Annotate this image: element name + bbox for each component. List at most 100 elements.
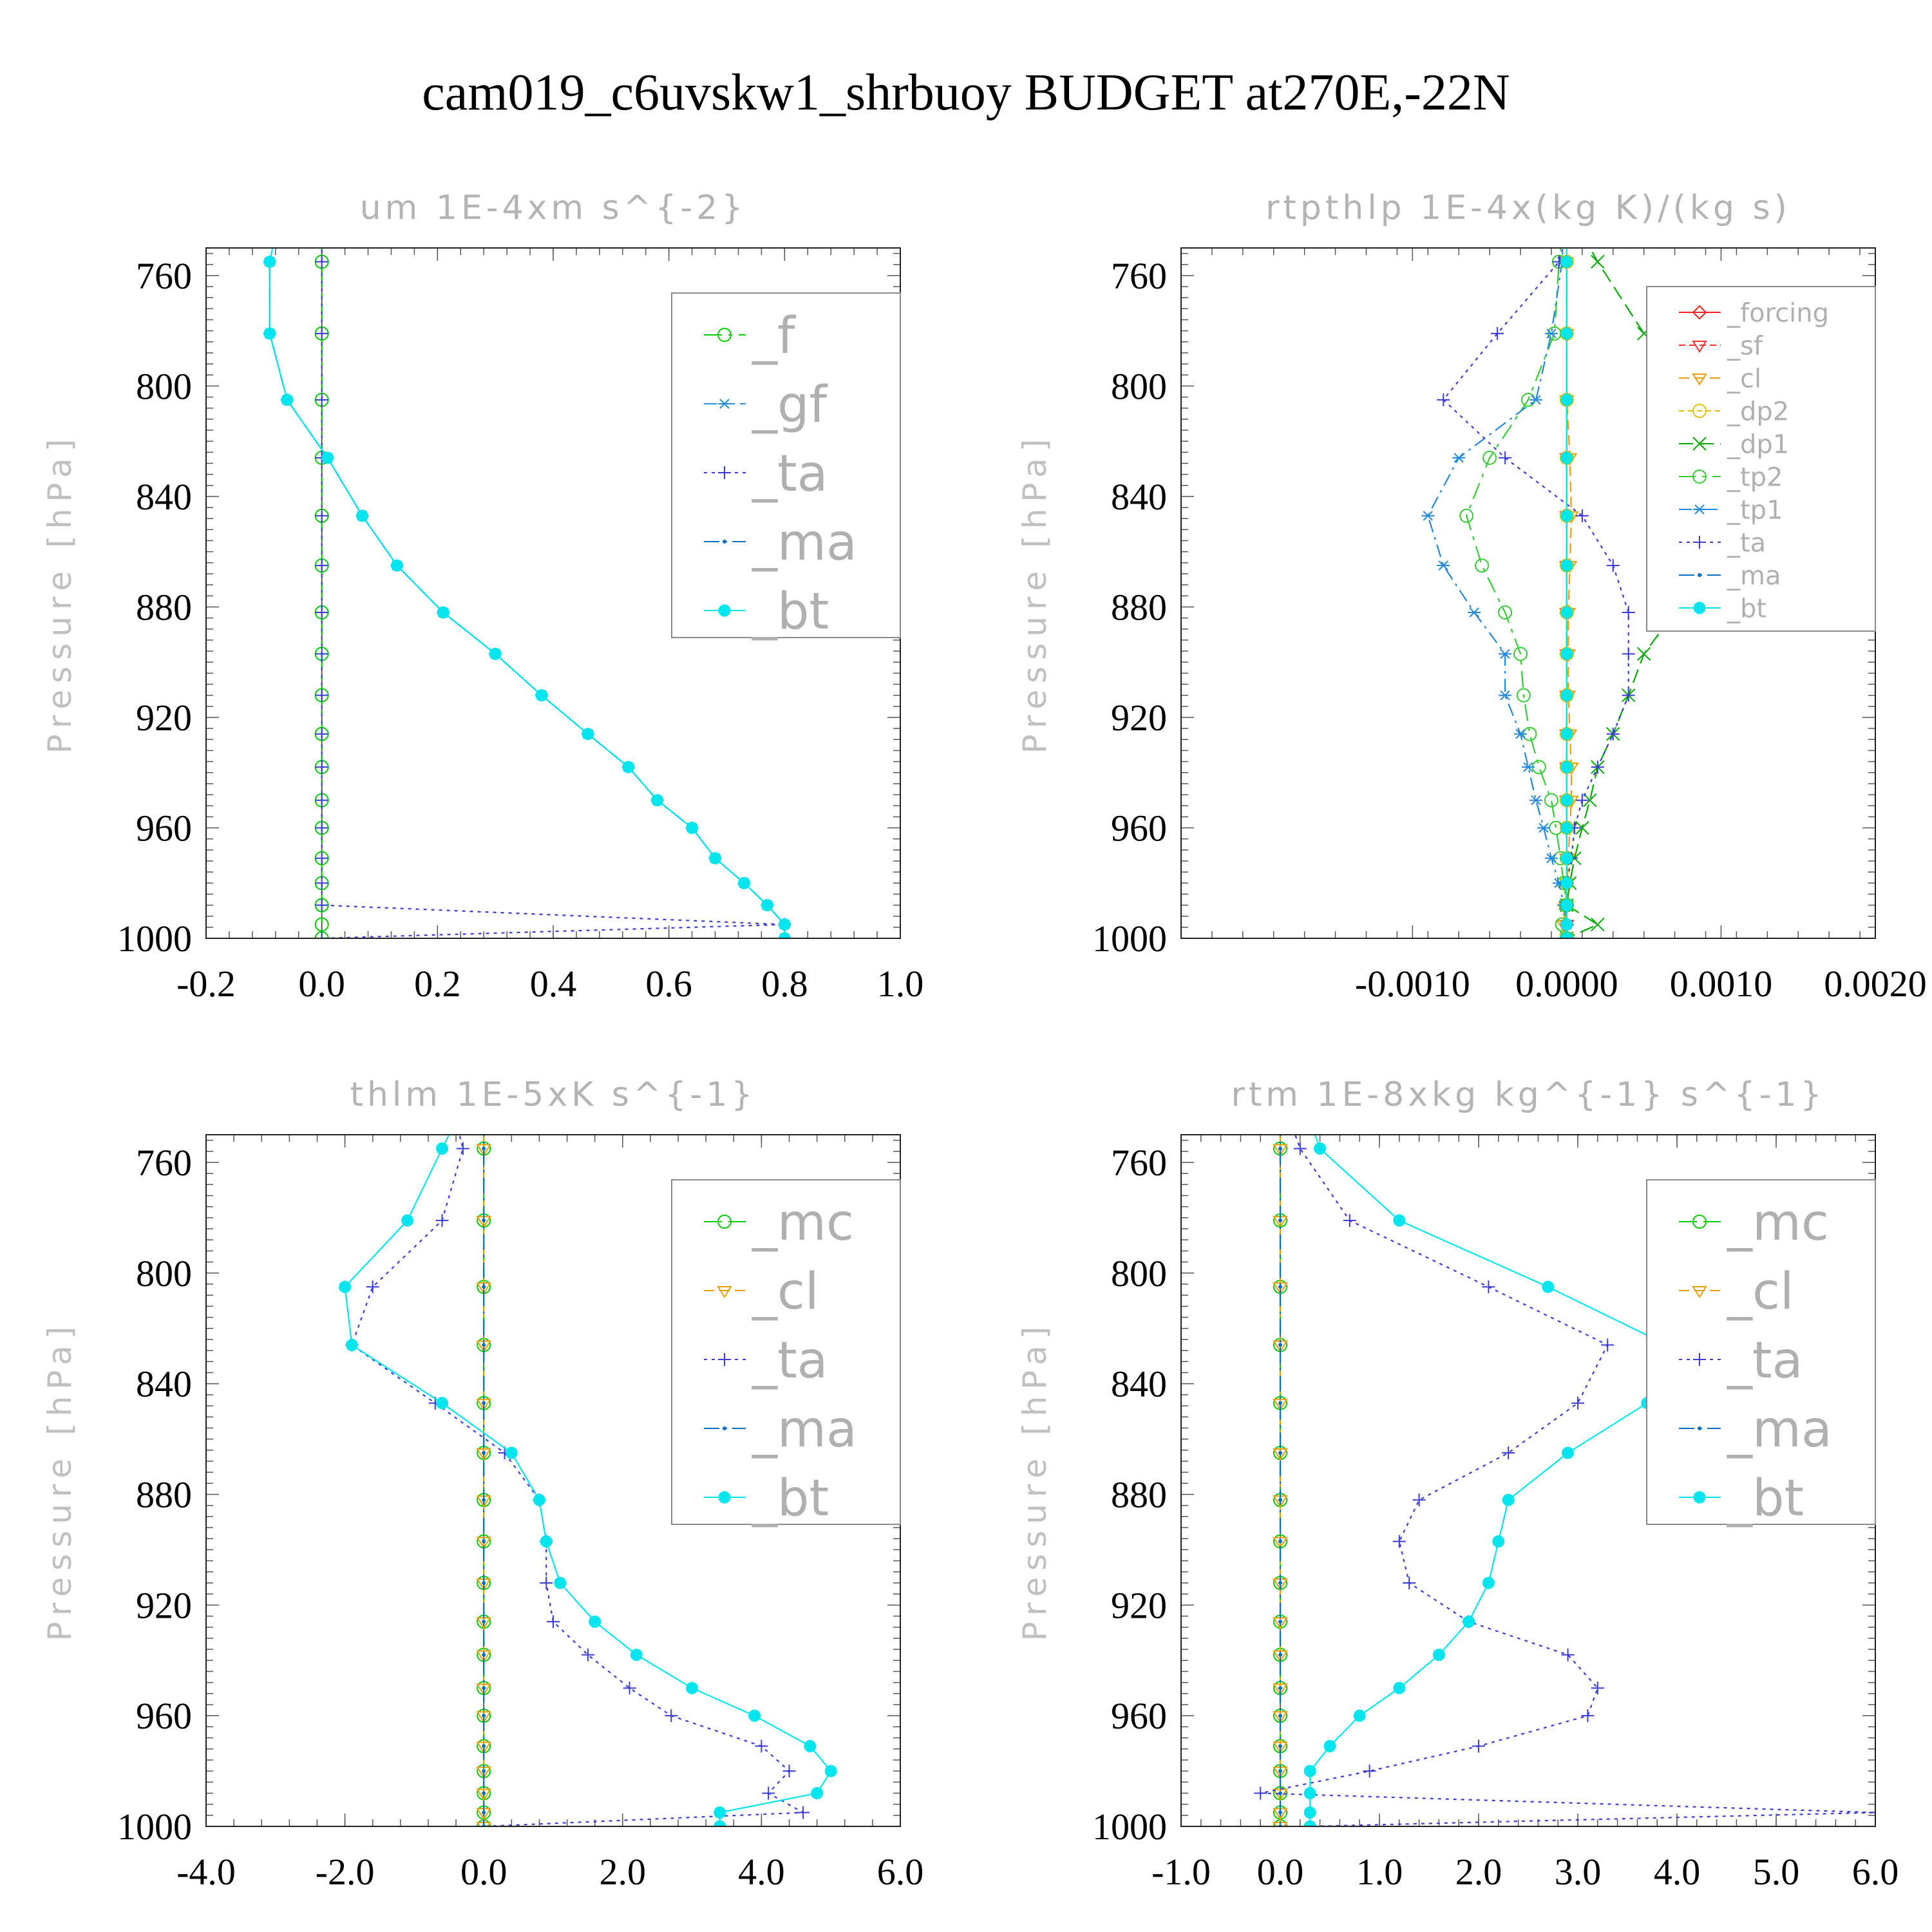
series-cl-point [476, 1741, 492, 1754]
series-ma-point [482, 1539, 486, 1544]
series-bt-point [1560, 728, 1573, 741]
series-dp1-point [1591, 917, 1605, 932]
plot-area [263, 248, 791, 938]
series-cl-point [476, 1650, 492, 1663]
series-bt-point [401, 1214, 414, 1227]
series-ma-point [482, 1653, 486, 1657]
series-bt-point [686, 1681, 699, 1694]
legend-cl-point [1692, 1286, 1707, 1298]
series-cl-point [1273, 1144, 1288, 1157]
y-tick-label: 880 [136, 1473, 192, 1515]
series-bt-point [714, 1820, 726, 1826]
legend-dp2-point [1692, 404, 1707, 418]
series-ta-point [315, 327, 328, 340]
series-ma-point [1278, 1653, 1282, 1657]
series-ma-point [1278, 1498, 1282, 1502]
x-tick-label: -0.2 [176, 963, 236, 1005]
series-tp1-point [1529, 395, 1542, 405]
series-ta-point [456, 1142, 469, 1155]
series-ta-point [1392, 1535, 1406, 1548]
series-ma-point [1278, 1401, 1282, 1405]
series-cl-point [1273, 1650, 1288, 1663]
series-ma-point [1278, 1146, 1282, 1151]
series-ta-point [665, 1709, 678, 1723]
series-ta-point [315, 932, 328, 938]
series-bt-point [339, 1280, 352, 1293]
x-tick-label: 0.0000 [1515, 963, 1618, 1005]
series-ma-point [1278, 1285, 1282, 1289]
x-tick-label: -0.0010 [1355, 963, 1470, 1005]
series-ta-point [1571, 1396, 1584, 1410]
y-tick-label: 960 [1111, 1695, 1167, 1737]
series-ma-point [1278, 1620, 1282, 1624]
series-ma-point [1278, 1744, 1282, 1748]
series-ta-point [1606, 559, 1620, 573]
series-ma-point [1278, 1451, 1282, 1455]
series-bt-point [505, 1446, 518, 1459]
series-bt-point [824, 1765, 837, 1777]
x-tick-label: 6.0 [1852, 1851, 1899, 1893]
series-ta-point [1622, 647, 1635, 661]
legend-label: _dp2 [1727, 397, 1789, 426]
x-tick-label: -1.0 [1151, 1851, 1211, 1893]
series-ta-point [1606, 727, 1620, 741]
legend: _mc _cl _ta _ma _bt [671, 1179, 901, 1528]
series-ta-point [366, 1280, 379, 1294]
legend-label: _ta [1727, 1332, 1803, 1390]
legend-tp2-point [1692, 469, 1707, 484]
panel-title: rtm 1E-8xkg kg^{-1} s^{-1} [1231, 1075, 1825, 1114]
series-tp1-point [1522, 762, 1535, 772]
series-bt-point [761, 899, 773, 912]
series-ta-point [315, 509, 328, 522]
y-tick-label: 920 [136, 697, 192, 739]
series-ta-point [1412, 1493, 1426, 1507]
series-ta-point [315, 898, 328, 912]
y-axis-label: Pressure [hPa] [1016, 1320, 1054, 1642]
series-ta-point [1472, 1739, 1485, 1753]
x-tick-label: 1.0 [877, 963, 924, 1005]
series-bt-point [390, 559, 403, 572]
series-bt-point [535, 689, 548, 702]
series-cl-point [1273, 1537, 1288, 1549]
series-tp1-point [1421, 511, 1435, 521]
series-bt-point [1463, 1615, 1475, 1628]
y-tick-label: 760 [1111, 255, 1167, 297]
x-tick-label: 3.0 [1555, 1851, 1602, 1893]
series-bt-point [1560, 689, 1573, 702]
series-bt-point [1393, 1681, 1406, 1694]
series-dp1-point [1575, 820, 1589, 835]
series-ma-point [482, 1620, 486, 1624]
series-ta-point [315, 647, 328, 661]
series-tp2-point [1459, 508, 1474, 523]
legend-label: _dp1 [1727, 430, 1789, 459]
series-ta-point [315, 851, 328, 865]
series-cl-point [476, 1788, 492, 1801]
series-ma-point [482, 1343, 486, 1347]
series-ta-point [1437, 393, 1450, 406]
series-ta-point [1575, 509, 1589, 522]
series-tp1-point [1499, 649, 1512, 659]
series-bt-point [589, 1615, 601, 1628]
series-dp1-point [1583, 793, 1597, 808]
series-ta-point [547, 1615, 560, 1629]
series-bt-point [436, 1142, 449, 1155]
y-tick-label: 760 [1111, 1142, 1167, 1184]
series-bt-point [1560, 393, 1573, 406]
y-tick-label: 840 [136, 1363, 192, 1405]
series-ta-point [435, 1214, 449, 1227]
legend: _mc _cl _ta _ma _bt [1646, 1179, 1876, 1528]
series-ta-point [1622, 688, 1635, 702]
y-tick-label: 760 [136, 1142, 192, 1184]
legend-label: _ma [1727, 561, 1781, 591]
series-ma-point [482, 1791, 486, 1795]
x-tick-label: 0.0 [298, 963, 345, 1005]
legend-tp1-point [1693, 504, 1706, 515]
legend-bt-point [718, 1491, 731, 1504]
series-ma-point [482, 1810, 486, 1815]
series-ta-point [1403, 1576, 1416, 1589]
y-tick-label: 1000 [117, 1806, 192, 1848]
series-ta-point [1363, 1765, 1376, 1778]
series-bt-point [1303, 1765, 1316, 1777]
series-tp1-point [1537, 822, 1550, 833]
